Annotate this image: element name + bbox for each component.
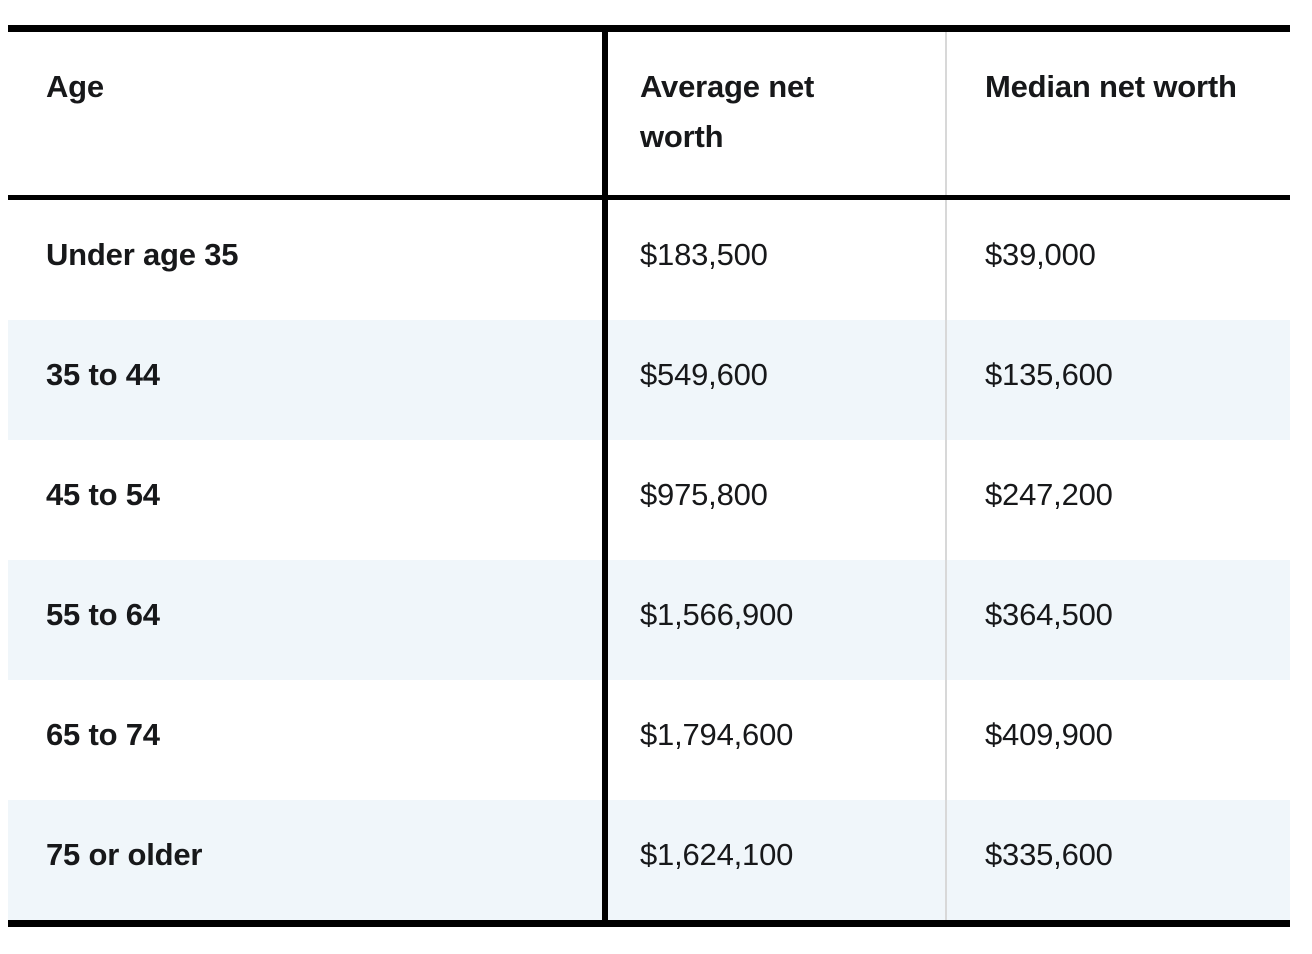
table-header-row: Age Average net worth Median net worth <box>8 32 1290 200</box>
header-cell-average-net-worth: Average net worth <box>602 32 945 195</box>
average-net-worth-cell: $1,566,900 <box>602 560 945 680</box>
table-row: 75 or older $1,624,100 $335,600 <box>8 800 1290 920</box>
median-net-worth-cell: $135,600 <box>945 320 1290 440</box>
average-net-worth-cell: $1,794,600 <box>602 680 945 800</box>
median-net-worth-cell: $247,200 <box>945 440 1290 560</box>
average-net-worth-cell: $1,624,100 <box>602 800 945 920</box>
header-median-label: Median net worth <box>985 69 1237 104</box>
age-cell: 35 to 44 <box>46 357 160 392</box>
age-cell: 55 to 64 <box>46 597 160 632</box>
average-net-worth-cell: $975,800 <box>602 440 945 560</box>
median-net-worth-cell: $409,900 <box>945 680 1290 800</box>
table-row: Under age 35 $183,500 $39,000 <box>8 200 1290 320</box>
header-age-label: Age <box>46 69 104 104</box>
table-body: Under age 35 $183,500 $39,000 35 to 44 $… <box>8 200 1290 920</box>
median-net-worth-cell: $39,000 <box>945 200 1290 320</box>
table-row: 65 to 74 $1,794,600 $409,900 <box>8 680 1290 800</box>
median-net-worth-cell: $335,600 <box>945 800 1290 920</box>
age-cell: 45 to 54 <box>46 477 160 512</box>
net-worth-table: Age Average net worth Median net worth U… <box>8 25 1290 927</box>
median-net-worth-cell: $364,500 <box>945 560 1290 680</box>
average-net-worth-cell: $549,600 <box>602 320 945 440</box>
table-row: 55 to 64 $1,566,900 $364,500 <box>8 560 1290 680</box>
age-cell: 65 to 74 <box>46 717 160 752</box>
header-cell-median-net-worth: Median net worth <box>945 32 1290 195</box>
header-average-label: Average net worth <box>640 69 815 154</box>
table-row: 35 to 44 $549,600 $135,600 <box>8 320 1290 440</box>
age-cell: 75 or older <box>46 837 203 872</box>
average-net-worth-cell: $183,500 <box>602 200 945 320</box>
table-row: 45 to 54 $975,800 $247,200 <box>8 440 1290 560</box>
age-cell: Under age 35 <box>46 237 239 272</box>
header-cell-age: Age <box>8 32 602 195</box>
